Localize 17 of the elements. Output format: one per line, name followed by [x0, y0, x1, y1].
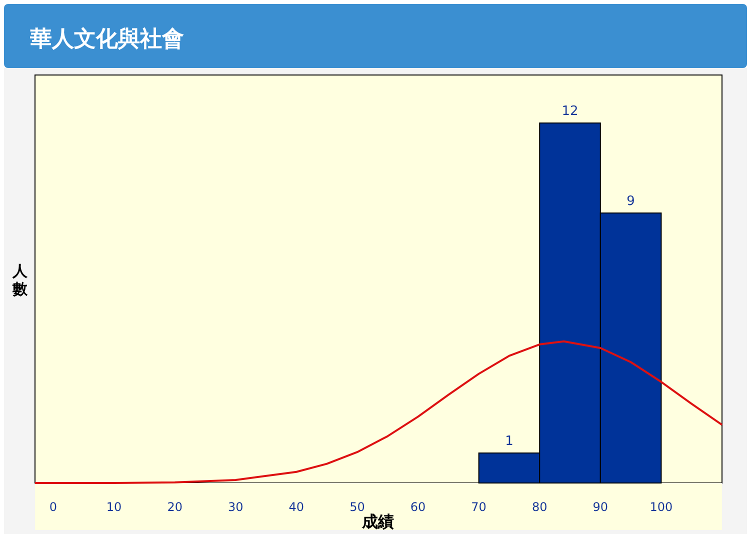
- x-axis-title: 成績: [361, 512, 394, 531]
- x-tick-label: 0: [49, 500, 58, 514]
- data-label: 12: [562, 104, 578, 119]
- y-axis-title: 人數: [12, 262, 28, 298]
- data-label: 1: [505, 434, 514, 449]
- x-tick-label: 100: [650, 500, 673, 514]
- x-tick-label: 70: [471, 500, 486, 514]
- x-tick-label: 30: [228, 500, 244, 514]
- x-tick-label: 50: [350, 500, 365, 514]
- x-tick-label: 10: [106, 500, 122, 514]
- x-tick-label: 60: [410, 500, 426, 514]
- data-label: 9: [626, 194, 635, 209]
- x-tick-label: 20: [167, 500, 182, 514]
- x-tick-label: 80: [532, 500, 548, 514]
- x-tick-label: 90: [592, 500, 608, 514]
- x-tick-label: 40: [288, 500, 304, 514]
- chart-title: 華人文化與社會: [29, 26, 184, 52]
